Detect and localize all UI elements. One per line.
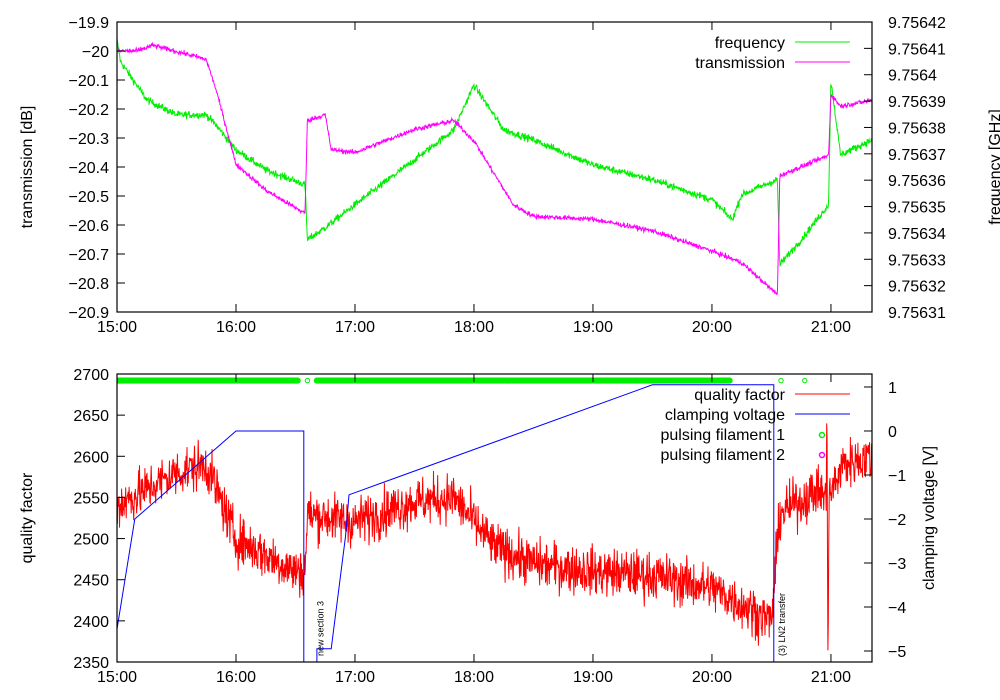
x-tick-label: 18:00 — [454, 319, 494, 336]
x-tick-label: 17:00 — [335, 319, 375, 336]
y2-tick-label: 9.75631 — [888, 305, 946, 322]
x-tick-label: 15:00 — [97, 319, 137, 336]
y2-tick-label: 9.75641 — [888, 41, 946, 58]
y-tick-label: −19.9 — [69, 15, 110, 32]
x-tick-label: 19:00 — [573, 669, 613, 686]
legend-label: frequency — [715, 35, 785, 52]
y2-tick-label: −1 — [888, 468, 906, 485]
plot-area — [117, 38, 872, 296]
series-line-frequency — [117, 38, 872, 268]
y2-tick-label: 9.75634 — [888, 226, 946, 243]
y2-tick-label: −5 — [888, 644, 906, 661]
y2-tick-label: 9.75638 — [888, 120, 946, 137]
y2-tick-label: −2 — [888, 512, 906, 529]
marker-pulsing-filament-1 — [726, 377, 733, 384]
marker-pulsing-filament-1 — [304, 377, 311, 384]
x-tick-label: 21:00 — [811, 669, 851, 686]
x-tick-label: 16:00 — [216, 319, 256, 336]
y2-tick-label: 9.75636 — [888, 173, 946, 190]
x-tick-label: 15:00 — [97, 669, 137, 686]
x-tick-label: 16:00 — [216, 669, 256, 686]
x-tick-label: 20:00 — [692, 319, 732, 336]
y-tick-label: −20.1 — [69, 73, 110, 90]
annotation-label: new section 3 — [315, 601, 325, 656]
y-tick-label: −20.5 — [69, 189, 110, 206]
y-tick-label: 2500 — [73, 532, 109, 549]
legend-label: quality factor — [694, 387, 785, 404]
y-tick-label: −20.8 — [69, 276, 110, 293]
y-tick-label: 2350 — [73, 655, 109, 672]
legend-label: transmission — [695, 55, 785, 72]
bottom-panel: 15:00 16:00 17:00 18:00 19:00 20:00 21:00 2350 2… — [19, 367, 938, 686]
y2-tick-label: 9.75632 — [888, 279, 946, 296]
legend-label: pulsing filament 2 — [660, 447, 785, 464]
x-tick-label: 17:00 — [335, 669, 375, 686]
y-tick-label: 2600 — [73, 449, 109, 466]
plot-frame — [116, 373, 873, 663]
series-line-clamping-voltage — [117, 384, 775, 662]
y2-tick-label: 9.75633 — [888, 252, 946, 269]
y-axis-label: transmission [dB] — [19, 106, 36, 229]
legend-label: pulsing filament 1 — [660, 427, 785, 444]
series-line-quality-factor — [117, 423, 872, 651]
y-tick-label: −20 — [82, 44, 109, 61]
x-tick-label: 21:00 — [811, 319, 851, 336]
legend-marker — [818, 451, 826, 459]
series-line-transmission — [117, 41, 872, 296]
legend-label: clamping voltage — [665, 407, 785, 424]
y-tick-label: −20.3 — [69, 131, 110, 148]
x-tick-label: 18:00 — [454, 669, 494, 686]
y2-tick-label: −3 — [888, 556, 906, 573]
x-tick-label: 20:00 — [692, 669, 732, 686]
y2-tick-label: 0 — [888, 424, 897, 441]
annotation-label: (3) LN2 transfer — [777, 593, 787, 656]
y2-axis-label: frequency [GHz] — [987, 109, 1000, 225]
y2-tick-label: 9.75635 — [888, 200, 946, 217]
x-tick-label: 19:00 — [573, 319, 613, 336]
y-tick-label: −20.9 — [69, 305, 110, 322]
y2-tick-label: 9.75637 — [888, 147, 946, 164]
y2-tick-label: −4 — [888, 600, 906, 617]
y-tick-label: −20.7 — [69, 247, 110, 264]
y-tick-label: 2450 — [73, 573, 109, 590]
y-tick-label: −20.4 — [69, 160, 110, 177]
y-tick-label: 2550 — [73, 490, 109, 507]
y2-tick-label: 1 — [888, 380, 897, 397]
y-tick-label: −20.6 — [69, 218, 110, 235]
y-tick-label: 2650 — [73, 408, 109, 425]
y2-tick-label: 9.75642 — [888, 15, 946, 32]
y-tick-label: 2700 — [73, 367, 109, 384]
legend-marker — [818, 431, 826, 439]
y2-tick-label: 9.75639 — [888, 94, 946, 111]
y2-axis-label: clamping voltage [V] — [921, 446, 938, 590]
y-axis-label: quality factor — [19, 472, 36, 563]
marker-pulsing-filament-1 — [802, 377, 808, 384]
y-tick-label: −20.2 — [69, 102, 110, 119]
y-tick-label: 2400 — [73, 614, 109, 631]
marker-pulsing-filament-1 — [294, 377, 301, 384]
plot-area — [117, 377, 872, 662]
y2-tick-label: 9.7564 — [888, 68, 937, 85]
top-panel: 15:00 16:00 17:00 18:00 19:00 20:00 21:00 −19.9… — [19, 15, 1000, 336]
marker-pulsing-filament-1 — [778, 377, 784, 384]
